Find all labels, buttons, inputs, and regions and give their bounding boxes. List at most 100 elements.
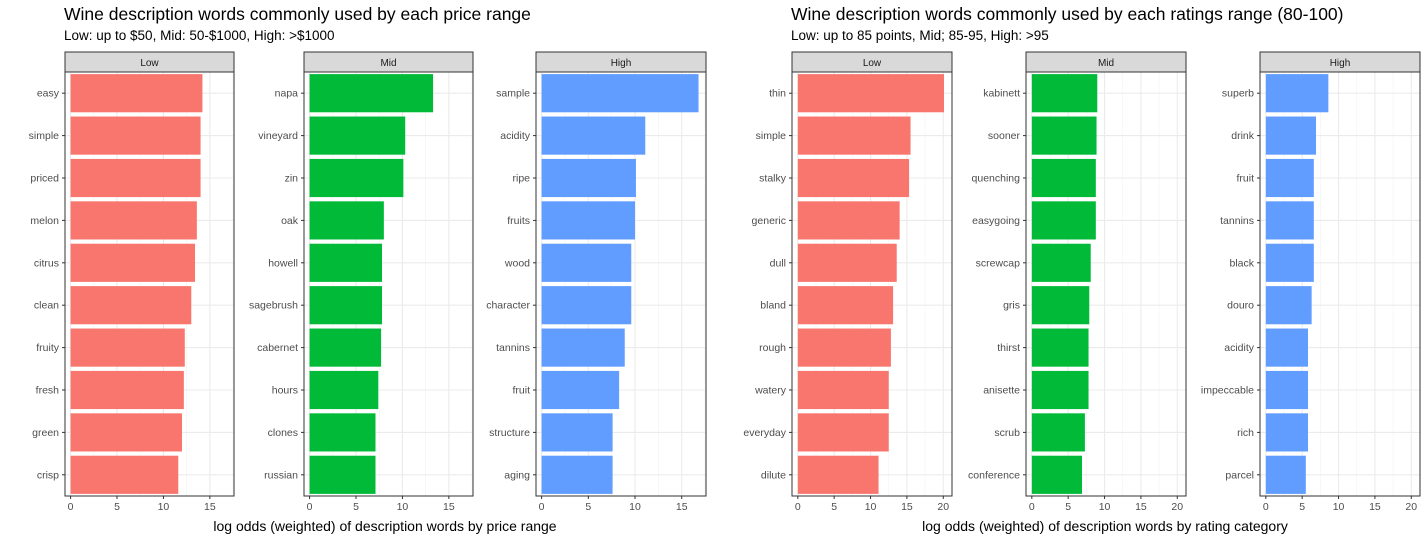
- y-tick-label: thirst: [997, 342, 1020, 354]
- y-tick-label: simple: [756, 130, 787, 142]
- x-tick-label: 5: [831, 501, 837, 513]
- y-tick-label: gris: [1003, 300, 1020, 312]
- bar-dilute: [797, 455, 879, 494]
- chart-1-x-axis-label: log odds (weighted) of description words…: [213, 518, 556, 534]
- bar-anisette: [1031, 370, 1089, 410]
- facet-strip: [1259, 51, 1421, 73]
- panel-1-low: Low easy simple priced melon citrus clean fruit…: [29, 51, 235, 513]
- x-tick-label: 15: [1135, 501, 1147, 513]
- y-tick-label: acidity: [1224, 342, 1255, 354]
- y-tick-label: dull: [770, 257, 786, 269]
- y-tick-label: fruity: [36, 342, 60, 354]
- y-tick-label: conference: [968, 469, 1020, 481]
- bar-sample: [541, 74, 699, 113]
- y-tick-label: green: [32, 427, 59, 439]
- panels-layer: Low easy simple priced melon citrus clean fruit…: [29, 51, 1421, 513]
- y-tick-label: fruits: [507, 215, 530, 227]
- y-tick-label: fresh: [36, 385, 60, 397]
- y-tick-label: superb: [1222, 88, 1254, 100]
- chart-2-x-axis-label: log odds (weighted) of description words…: [922, 518, 1288, 534]
- chart-2-subtitle: Low: up to 85 points, Mid; 85-95, High: …: [791, 28, 1049, 43]
- y-tick-label: sagebrush: [249, 300, 298, 312]
- y-tick-label: easygoing: [972, 215, 1020, 227]
- y-tick-label: watery: [754, 385, 787, 397]
- y-tick-label: crisp: [37, 469, 59, 481]
- y-tick-label: fruit: [1236, 173, 1254, 185]
- y-tick-label: douro: [1227, 300, 1254, 312]
- y-tick-label: rich: [1237, 427, 1254, 439]
- bar-easygoing: [1031, 201, 1096, 240]
- x-tick-label: 20: [937, 501, 949, 513]
- x-tick-label: 0: [307, 501, 313, 513]
- y-tick-label: tannins: [496, 342, 530, 354]
- x-tick-label: 0: [1029, 501, 1035, 513]
- bar-structure: [541, 413, 613, 452]
- chart-2-title: Wine description words commonly used by …: [791, 4, 1344, 24]
- x-tick-label: 5: [585, 501, 591, 513]
- bar-priced: [70, 158, 201, 198]
- bar-fruit: [1265, 158, 1314, 198]
- bar-thin: [797, 74, 944, 113]
- y-tick-label: parcel: [1225, 469, 1254, 481]
- bar-cabernet: [309, 328, 382, 367]
- y-tick-label: citrus: [34, 257, 59, 269]
- panel-2-low: Low thin simple stalky generic dull bland rough…: [743, 51, 953, 513]
- bar-black: [1265, 243, 1314, 282]
- bar-hours: [309, 370, 379, 410]
- bar-clones: [309, 413, 376, 452]
- y-tick-label: drink: [1231, 130, 1255, 142]
- x-tick-label: 0: [795, 501, 801, 513]
- facet-strip: [303, 51, 474, 73]
- y-tick-label: generic: [752, 215, 786, 227]
- bar-acidity: [1265, 328, 1308, 367]
- bar-tannins: [541, 328, 625, 367]
- y-tick-label: quenching: [972, 173, 1021, 185]
- y-tick-label: scrub: [994, 427, 1020, 439]
- bar-zin: [309, 158, 404, 198]
- bar-superb: [1265, 74, 1329, 113]
- bar-character: [541, 286, 632, 325]
- x-tick-label: 0: [539, 501, 545, 513]
- panel-1-mid: Mid napa vineyard zin oak howell sagebrush cabe…: [249, 51, 474, 513]
- bar-melon: [70, 201, 197, 240]
- x-tick-label: 15: [676, 501, 688, 513]
- bar-douro: [1265, 286, 1312, 325]
- y-tick-label: rough: [759, 342, 786, 354]
- y-tick-label: acidity: [500, 130, 531, 142]
- y-tick-label: everyday: [743, 427, 786, 439]
- x-tick-label: 15: [1369, 501, 1381, 513]
- x-tick-label: 10: [1099, 501, 1111, 513]
- bar-napa: [309, 74, 434, 113]
- facet-strip: [1025, 51, 1187, 73]
- bar-everyday: [797, 413, 889, 452]
- bar-simple: [797, 116, 911, 155]
- facet-strip-label: High: [611, 58, 632, 69]
- bar-clean: [70, 286, 192, 325]
- x-tick-label: 10: [629, 501, 641, 513]
- facet-strip: [64, 51, 235, 73]
- bar-crisp: [70, 455, 179, 494]
- x-tick-label: 5: [114, 501, 120, 513]
- x-tick-label: 5: [353, 501, 359, 513]
- x-tick-label: 10: [397, 501, 409, 513]
- bar-aging: [541, 455, 613, 494]
- facet-strip-label: Mid: [1098, 58, 1114, 69]
- y-tick-label: sample: [496, 88, 530, 100]
- x-tick-label: 15: [443, 501, 455, 513]
- y-tick-label: bland: [760, 300, 786, 312]
- bar-green: [70, 413, 182, 452]
- bar-fruits: [541, 201, 636, 240]
- bar-watery: [797, 370, 889, 410]
- y-tick-label: screwcap: [976, 257, 1021, 269]
- y-tick-label: easy: [37, 88, 60, 100]
- bar-russian: [309, 455, 376, 494]
- y-tick-label: simple: [29, 130, 60, 142]
- y-tick-label: anisette: [983, 385, 1020, 397]
- x-tick-label: 10: [1333, 501, 1345, 513]
- y-tick-label: napa: [275, 88, 299, 100]
- bar-sagebrush: [309, 286, 382, 325]
- bar-citrus: [70, 243, 195, 282]
- bar-screwcap: [1031, 243, 1091, 282]
- y-tick-label: melon: [30, 215, 59, 227]
- bar-bland: [797, 286, 894, 325]
